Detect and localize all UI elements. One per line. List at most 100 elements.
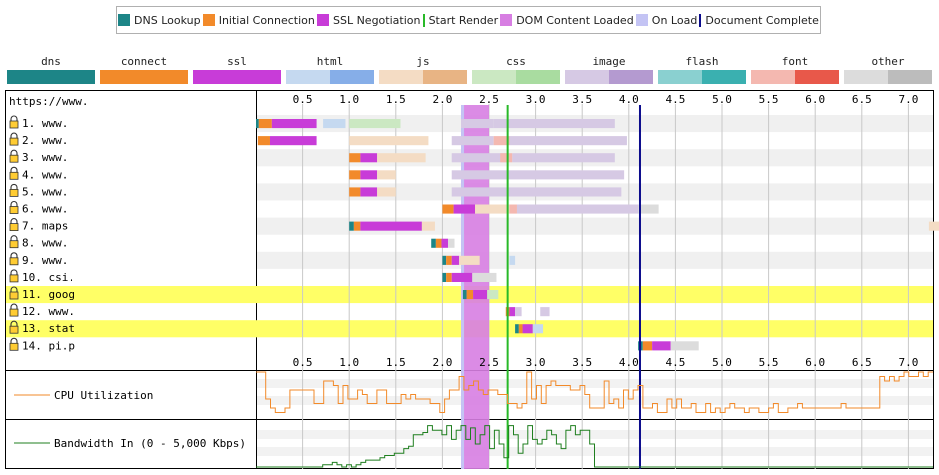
lock-body [9,223,19,232]
legend-swatch [118,14,131,26]
request-segment [349,153,361,163]
request-segment [461,119,494,129]
request-segment [532,324,544,334]
redaction-box [72,236,222,250]
request-segment [451,136,494,146]
content-type-label: font [782,55,809,68]
content-type-label: image [592,55,625,68]
x-tick-label-top: 7.0 [898,93,918,106]
x-tick-label-top: 2.5 [479,93,499,106]
legend-label: Initial Connection [218,13,315,27]
request-segment [451,272,473,282]
lock-shackle [10,235,18,241]
request-segment [258,119,272,129]
x-tick-label-top: 6.5 [852,93,872,106]
lock-body [9,291,19,300]
lock-shackle [10,337,18,344]
content-type-swatch-light [286,70,330,84]
content-type-swatch-dark [609,70,653,84]
row-label: 8. www. [22,237,68,250]
request-segment [475,204,510,214]
lock-body [9,257,19,266]
request-segment [442,204,454,214]
lock-icon [9,269,19,283]
content-type-label: flash [685,55,718,68]
redaction-box [72,253,222,267]
redaction-box [72,202,222,216]
request-segment [451,255,460,265]
x-tick-label-bottom: 6.0 [805,356,825,369]
content-type-swatch-light [7,70,51,84]
x-tick-label-top: 0.5 [293,93,313,106]
cpu-label: CPU Utilization [54,389,153,402]
lock-body [9,325,19,334]
x-tick-label-bottom: 5.0 [712,356,732,369]
redaction-box [72,168,222,182]
request-segment [323,119,346,129]
row-label: 11. goog [22,288,75,301]
content-type-label: other [871,55,904,68]
x-tick-label-bottom: 1.5 [386,356,406,369]
lock-shackle [10,115,18,121]
request-segment [446,272,452,282]
lock-body [9,274,19,283]
request-segment [500,153,513,163]
redaction-box [72,219,222,233]
request-segment [451,187,622,197]
request-segment [442,272,447,282]
content-type-label: js [416,55,429,68]
request-segment [453,204,476,214]
request-segment [472,272,497,282]
content-type-swatch-light [100,70,144,84]
lock-shackle [10,132,18,139]
request-segment [473,290,488,300]
request-segment [522,324,533,334]
row-label: 14. pi.p [22,339,75,352]
x-tick-label-bottom: 0.5 [293,356,313,369]
request-segment [509,136,627,146]
row-label: 4. www. [22,168,68,181]
legend-label: SSL Negotiation [332,13,421,27]
x-tick-label-bottom: 2.5 [479,356,499,369]
lock-icon [9,183,19,197]
content-type-swatch-dark [888,70,932,84]
legend-item: Initial Connection [202,13,315,27]
lock-shackle [10,149,18,156]
lock-body [9,137,19,146]
x-tick-label-top: 1.0 [339,93,359,106]
x-tick-label-bottom: 3.5 [572,356,592,369]
content-type-swatch-dark [237,70,281,84]
redaction-box [72,185,222,199]
content-type-swatch-dark [144,70,188,84]
request-segment [447,238,455,248]
on-load-band [461,105,465,469]
redaction-box [72,117,222,131]
request-segment [459,255,480,265]
x-tick-label-top: 3.0 [526,93,546,106]
lock-body [9,188,19,197]
lock-icon [9,166,19,180]
x-tick-label-bottom: 4.0 [619,356,639,369]
lock-body [9,308,19,317]
lock-body [9,240,19,249]
lock-icon [9,320,19,334]
request-segment [451,170,625,180]
request-segment [509,307,516,317]
legend-label: On Load [651,13,698,27]
redaction-box [72,134,222,148]
request-segment [462,290,467,300]
request-segment [515,307,522,317]
row-label: 9. www. [22,254,68,267]
request-segment [360,153,378,163]
content-type-swatch-light [472,70,516,84]
lock-icon [9,235,19,249]
request-segment [349,136,429,146]
request-segment [377,170,396,180]
request-segment [257,136,270,146]
request-segment [269,136,317,146]
x-tick-label-top: 5.5 [759,93,779,106]
x-tick-label-bottom: 1.0 [339,356,359,369]
row-label: 7. maps [22,220,68,233]
legend-swatch [422,13,425,27]
redaction-box [72,270,222,284]
